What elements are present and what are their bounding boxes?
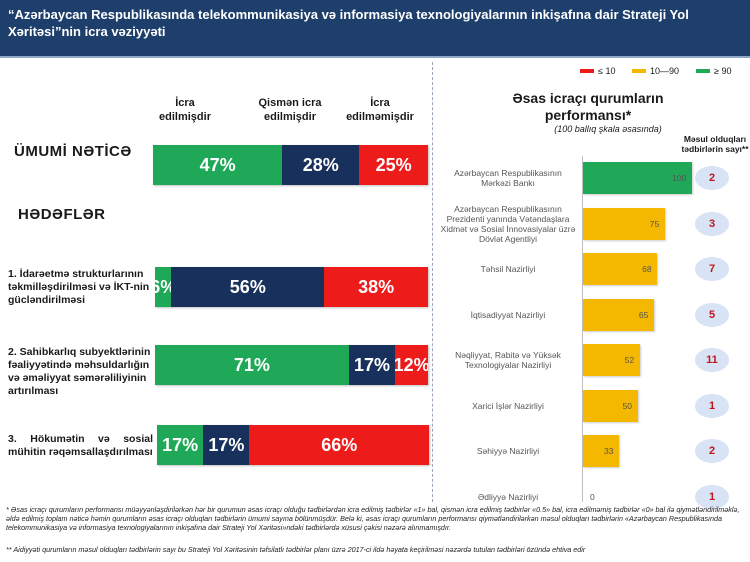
responsible-count-badge: 1 bbox=[695, 484, 729, 509]
header-banner: “Azərbaycan Respublikasında telekommunik… bbox=[0, 0, 750, 56]
performance-bar bbox=[583, 298, 654, 331]
performance-value: 0 bbox=[590, 491, 595, 502]
segment-done: 47% bbox=[153, 145, 283, 185]
page-title: “Azərbaycan Respublikasında telekommunik… bbox=[8, 7, 689, 39]
performance-axis bbox=[582, 156, 583, 502]
responsible-count-header: Məsul olduqları tədbirlərin sayı** bbox=[681, 134, 749, 154]
stack-overall: 47% 28% 25% bbox=[153, 145, 428, 185]
legend-high-swatch bbox=[696, 69, 710, 73]
stack-goal-3: 17% 17% 66% bbox=[157, 425, 429, 465]
goal-2-label: 2. Sahibkarlıq subyektlərinin fəaliyyəti… bbox=[8, 346, 151, 397]
overall-label: ÜMUMİ NƏTİCƏ bbox=[14, 143, 132, 160]
performance-bar bbox=[583, 253, 658, 285]
legend-high: ≥ 90 bbox=[696, 66, 731, 76]
org-label: İqtisadiyyat Nazirliyi bbox=[470, 309, 546, 320]
responsible-count-badge: 11 bbox=[695, 348, 729, 372]
org-label: Səhiyyə Nazirliyi bbox=[476, 446, 540, 456]
org-label: Azərbaycan Respublikasının Prezidenti ya… bbox=[440, 203, 576, 244]
segment-partial: 17% bbox=[348, 345, 396, 385]
panel-divider bbox=[432, 62, 433, 502]
legend-mid-swatch bbox=[632, 69, 646, 73]
footnote-1: * Əsas icraçı qurumların performansı müə… bbox=[6, 505, 740, 532]
goal-1-label: 1. İdarəetmə strukturlarının təkmilləşdi… bbox=[8, 268, 150, 306]
org-label: Təhsil Nazirliyi bbox=[480, 264, 536, 274]
segment-not-done: 12% bbox=[395, 345, 428, 385]
performance-value: 65 bbox=[638, 309, 649, 320]
segment-not-done: 38% bbox=[324, 267, 428, 307]
stack-goal-1: 6%56%38% bbox=[155, 267, 428, 307]
performance-bar bbox=[583, 344, 640, 376]
col-head-partial: Qismən icra edilmişdir bbox=[258, 97, 322, 123]
segment-not-done: 66% bbox=[249, 425, 429, 465]
responsible-count-badge: 7 bbox=[695, 257, 729, 281]
goals-label: HƏDƏFLƏR bbox=[18, 206, 106, 223]
responsible-count-badge: 3 bbox=[695, 211, 729, 236]
performance-bar bbox=[583, 435, 619, 467]
col-head-done: İcra edilmişdir bbox=[159, 97, 211, 123]
org-label: Nəqliyyat, Rabitə və Yüksək Texnologiyal… bbox=[455, 350, 561, 370]
legend-low-label: ≤ 10 bbox=[598, 66, 616, 76]
responsible-count-badge: 5 bbox=[695, 302, 729, 327]
legend-low: ≤ 10 bbox=[580, 66, 615, 76]
legend-mid: 10—90 bbox=[632, 66, 679, 76]
org-label: Azərbaycan Respublikasının Mərkəzi Bankı bbox=[454, 168, 562, 188]
org-label: Xarici İşlər Nazirliyi bbox=[472, 400, 544, 411]
segment-partial: 56% bbox=[171, 267, 325, 307]
performance-title: Əsas icraçı qurumların performansı* bbox=[512, 90, 664, 123]
col-head-not-done: İcra edilməmişdir bbox=[346, 97, 414, 123]
performance-bar bbox=[583, 162, 692, 194]
responsible-count-badge: 2 bbox=[695, 439, 729, 463]
goal-3-label: 3. Hökumətin və sosial mühitin rəqəmsall… bbox=[8, 433, 153, 458]
performance-value: 68 bbox=[642, 264, 652, 274]
performance-subtitle: (100 ballıq şkala əsasında) bbox=[554, 124, 662, 134]
legend-high-label: ≥ 90 bbox=[714, 66, 732, 76]
responsible-count-badge: 1 bbox=[695, 393, 729, 418]
performance-value: 100 bbox=[672, 173, 687, 183]
stack-goal-2: 71% 17% 12% bbox=[155, 345, 428, 385]
segment-done: 17% bbox=[157, 425, 204, 465]
performance-value: 50 bbox=[622, 400, 632, 411]
header-divider bbox=[0, 56, 750, 58]
segment-not-done: 25% bbox=[359, 145, 428, 185]
performance-bar bbox=[583, 207, 665, 240]
performance-value: 75 bbox=[649, 218, 660, 229]
performance-bar bbox=[583, 389, 638, 422]
segment-done: 71% bbox=[155, 345, 349, 385]
segment-partial: 28% bbox=[282, 145, 360, 185]
footnote-2: ** Aidiyyəti qurumların məsul olduqları … bbox=[6, 545, 586, 554]
performance-value: 52 bbox=[624, 355, 635, 365]
performance-value: 33 bbox=[603, 446, 614, 456]
responsible-count-badge: 2 bbox=[695, 166, 729, 190]
legend-mid-label: 10—90 bbox=[650, 66, 680, 76]
org-label: Ədliyyə Nazirliyi bbox=[477, 491, 539, 502]
segment-done: 6% bbox=[155, 267, 172, 307]
segment-partial: 17% bbox=[203, 425, 250, 465]
legend-low-swatch bbox=[580, 69, 594, 73]
